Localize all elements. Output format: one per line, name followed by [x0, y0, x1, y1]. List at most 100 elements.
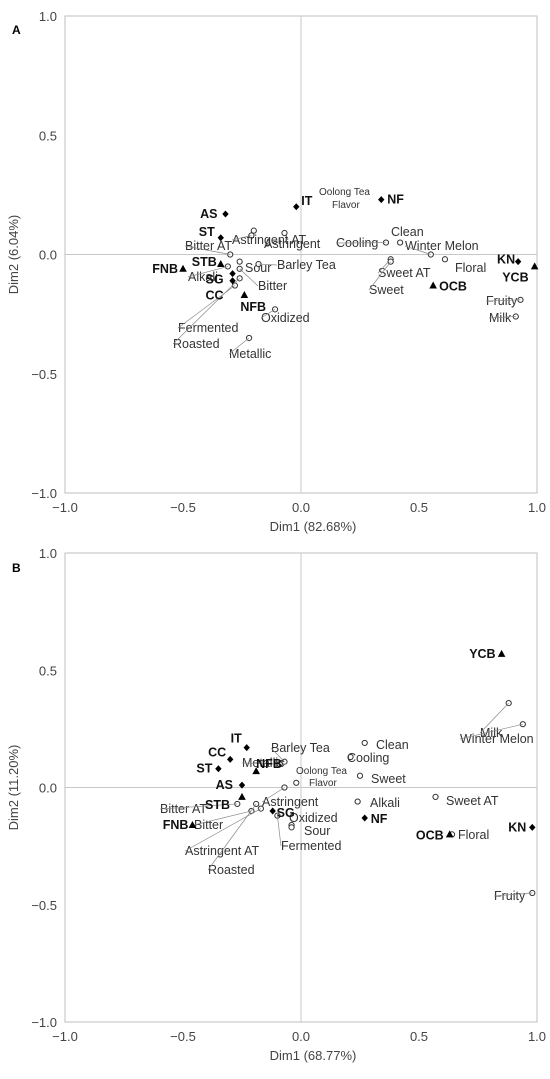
attribute-label: Floral: [458, 828, 489, 842]
sample-label: FNB: [152, 262, 178, 276]
sample-marker-diamond: [229, 270, 236, 278]
y-tick-label: 0.5: [39, 663, 57, 678]
leader-line: [207, 803, 257, 871]
sample-marker-triangle: [530, 262, 539, 270]
attribute-point: [397, 239, 404, 246]
attribute-label: Metallic: [242, 756, 284, 770]
leader-line: [479, 702, 509, 734]
leader-line: [172, 278, 240, 345]
attribute-label: Bitter: [258, 279, 287, 293]
y-tick-label: 0.0: [39, 248, 57, 263]
attribute-label: Astringent: [264, 237, 321, 251]
x-axis-title: Dim1 (82.68%): [270, 519, 357, 534]
attribute-label: Milk: [480, 726, 503, 740]
attribute-point: [347, 753, 354, 761]
attribute-label: Roasted: [208, 863, 255, 877]
sample-label: YCB: [502, 270, 528, 284]
y-tick-label: −1.0: [31, 1015, 57, 1030]
sample-label: IT: [301, 194, 312, 208]
leader-line: [231, 235, 252, 241]
attribute-label: Barley Tea: [277, 258, 336, 272]
y-tick-label: 0.0: [39, 781, 57, 796]
leader-line: [184, 808, 262, 852]
attribute-point: [356, 772, 364, 779]
y-tick-label: −0.5: [31, 367, 57, 382]
x-tick-label: 0.0: [292, 500, 310, 515]
sample-marker-diamond: [378, 196, 385, 204]
leader-line: [260, 309, 276, 319]
leader-line: [261, 787, 285, 803]
sample-label: STB: [205, 798, 230, 812]
attribute-label: Alkali: [370, 796, 400, 810]
leader-line: [270, 747, 285, 762]
attribute-label: Sweet: [371, 772, 406, 786]
leader-line: [228, 337, 250, 355]
attribute-label: Floral: [455, 261, 486, 275]
attribute-label: Astringent: [262, 795, 319, 809]
attribute-label: Astringent AT: [232, 233, 306, 247]
attribute-label: Sweet AT: [446, 794, 499, 808]
sample-marker-diamond: [229, 277, 236, 285]
sample-marker-diamond: [238, 781, 246, 789]
sample-label: NF: [387, 193, 404, 207]
attribute-point: [236, 258, 243, 265]
attribute-label: Sour: [304, 824, 330, 838]
attribute-label: Milk: [489, 311, 512, 325]
y-tick-label: −0.5: [31, 898, 57, 913]
leader-line: [241, 762, 280, 765]
sample-label: SG: [277, 806, 295, 820]
attribute-label: Bitter AT: [185, 239, 232, 253]
sample-marker-triangle: [240, 291, 249, 299]
y-tick-label: −1.0: [31, 486, 57, 501]
sample-label: CC: [208, 745, 226, 759]
leader-line: [404, 245, 431, 255]
attribute-label: Sweet AT: [378, 266, 431, 280]
x-tick-label: 0.5: [410, 1029, 428, 1044]
leader-line: [187, 266, 228, 278]
sample-marker-diamond: [222, 210, 229, 218]
x-tick-label: −1.0: [52, 500, 78, 515]
leader-line: [184, 245, 231, 255]
attribute-point: [293, 779, 300, 786]
attribute-label: Clean: [391, 225, 424, 239]
x-axis-title: Dim1 (68.77%): [270, 1048, 357, 1063]
x-tick-label: 0.5: [410, 500, 428, 515]
sample-marker-diamond: [293, 203, 300, 211]
sample-marker-triangle: [188, 821, 197, 829]
sample-label: NF: [371, 812, 388, 826]
sample-label: KN: [508, 820, 526, 834]
x-tick-label: −1.0: [52, 1029, 78, 1044]
sample-marker-diamond: [514, 258, 522, 266]
x-tick-label: −0.5: [170, 1029, 196, 1044]
sample-label: SG: [205, 273, 223, 287]
sample-label: ST: [196, 762, 212, 776]
leader-line: [258, 263, 278, 266]
leader-line: [239, 268, 259, 287]
y-tick-label: 1.0: [39, 546, 57, 561]
sample-label: AS: [200, 207, 217, 221]
panel-A: A −1.0−1.0 −0.5 −0.5 0.0 0.0 0.5 0.5 1.0 1.0 Dim1 …: [6, 9, 546, 534]
attribute-label: Fermented: [178, 321, 238, 335]
panel-B: B −1.0−1.0 −0.5 −0.5 0.0 0.0 0.5 0.5 1.0 1.0 Dim1 …: [6, 546, 546, 1063]
x-tick-label: 0.0: [292, 1029, 310, 1044]
attribute-label: Winter Melon: [405, 239, 479, 253]
sample-marker-diamond: [361, 814, 368, 822]
sample-label: OCB: [439, 280, 467, 294]
sample-marker-triangle: [238, 792, 246, 800]
attribute-point: [432, 793, 439, 800]
leader-line: [368, 261, 391, 291]
sample-label: ST: [199, 225, 215, 239]
attribute-label: Metallic: [229, 347, 271, 361]
sample-marker-diamond: [243, 744, 250, 752]
sample-label: NFB: [256, 757, 282, 771]
attribute-point: [288, 824, 295, 831]
sample-marker-diamond: [217, 234, 224, 242]
sample-label: OCB: [416, 828, 444, 842]
attribute-point: [519, 721, 526, 728]
sample-label: KN: [497, 253, 515, 267]
sample-marker-diamond: [227, 755, 234, 763]
attribute-label: Fruity: [494, 889, 526, 903]
x-tick-label: −0.5: [170, 500, 196, 515]
sample-label: STB: [192, 255, 217, 269]
